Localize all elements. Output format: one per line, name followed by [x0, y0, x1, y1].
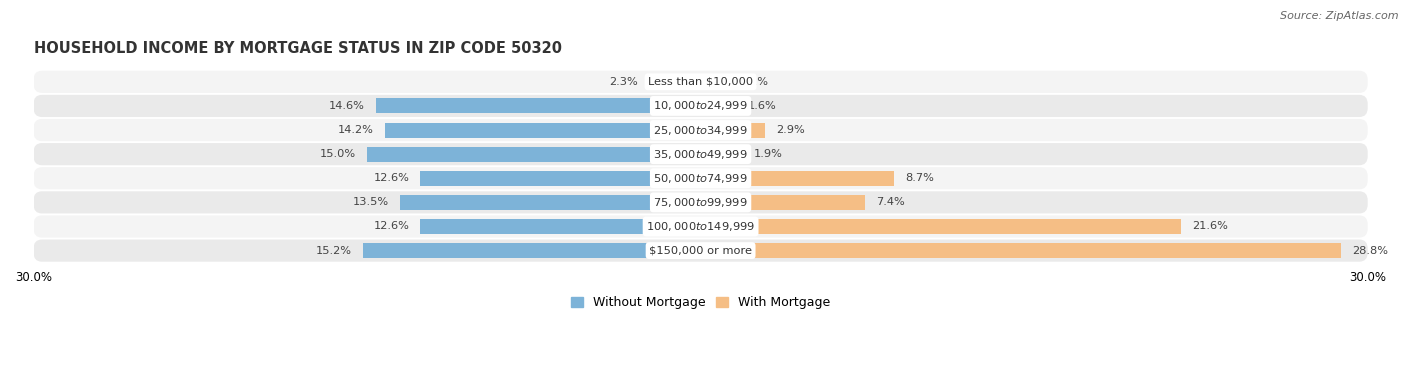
Text: 15.0%: 15.0%	[319, 149, 356, 159]
Text: 21.6%: 21.6%	[1192, 222, 1227, 231]
Text: 1.9%: 1.9%	[754, 149, 783, 159]
FancyBboxPatch shape	[34, 240, 1368, 262]
Text: 2.3%: 2.3%	[610, 77, 638, 87]
FancyBboxPatch shape	[34, 191, 1368, 214]
Text: Less than $10,000: Less than $10,000	[648, 77, 754, 87]
Bar	[700, 171, 894, 186]
Bar	[700, 147, 742, 162]
Text: $25,000 to $34,999: $25,000 to $34,999	[654, 124, 748, 136]
Text: 7.4%: 7.4%	[876, 197, 905, 208]
Text: 28.8%: 28.8%	[1353, 246, 1388, 256]
FancyBboxPatch shape	[34, 95, 1368, 117]
Bar	[700, 122, 765, 138]
Text: $50,000 to $74,999: $50,000 to $74,999	[654, 172, 748, 185]
Text: 13.5%: 13.5%	[353, 197, 389, 208]
Bar	[420, 219, 700, 234]
Bar	[700, 195, 865, 210]
Text: HOUSEHOLD INCOME BY MORTGAGE STATUS IN ZIP CODE 50320: HOUSEHOLD INCOME BY MORTGAGE STATUS IN Z…	[34, 42, 561, 56]
Bar	[700, 74, 721, 89]
Text: 8.7%: 8.7%	[905, 173, 934, 183]
Text: 2.9%: 2.9%	[776, 125, 806, 135]
Bar	[700, 219, 1181, 234]
Text: 15.2%: 15.2%	[315, 246, 352, 256]
FancyBboxPatch shape	[34, 167, 1368, 189]
FancyBboxPatch shape	[34, 143, 1368, 165]
Text: Source: ZipAtlas.com: Source: ZipAtlas.com	[1281, 11, 1399, 21]
Bar	[401, 195, 700, 210]
Bar	[420, 171, 700, 186]
Text: 1.6%: 1.6%	[748, 101, 776, 111]
Text: 12.6%: 12.6%	[374, 222, 409, 231]
Text: $100,000 to $149,999: $100,000 to $149,999	[647, 220, 755, 233]
FancyBboxPatch shape	[34, 71, 1368, 93]
Text: $150,000 or more: $150,000 or more	[650, 246, 752, 256]
Bar	[363, 243, 700, 258]
Text: 12.6%: 12.6%	[374, 173, 409, 183]
Text: 0.92%: 0.92%	[733, 77, 768, 87]
FancyBboxPatch shape	[34, 215, 1368, 238]
Bar	[700, 243, 1341, 258]
Bar	[385, 122, 700, 138]
Bar	[375, 98, 700, 113]
Legend: Without Mortgage, With Mortgage: Without Mortgage, With Mortgage	[565, 291, 835, 314]
Bar	[700, 98, 737, 113]
Text: $75,000 to $99,999: $75,000 to $99,999	[654, 196, 748, 209]
Text: 14.2%: 14.2%	[337, 125, 374, 135]
Text: 14.6%: 14.6%	[329, 101, 364, 111]
Bar	[367, 147, 700, 162]
Bar	[650, 74, 700, 89]
Text: $10,000 to $24,999: $10,000 to $24,999	[654, 99, 748, 112]
Text: $35,000 to $49,999: $35,000 to $49,999	[654, 148, 748, 161]
FancyBboxPatch shape	[34, 119, 1368, 141]
